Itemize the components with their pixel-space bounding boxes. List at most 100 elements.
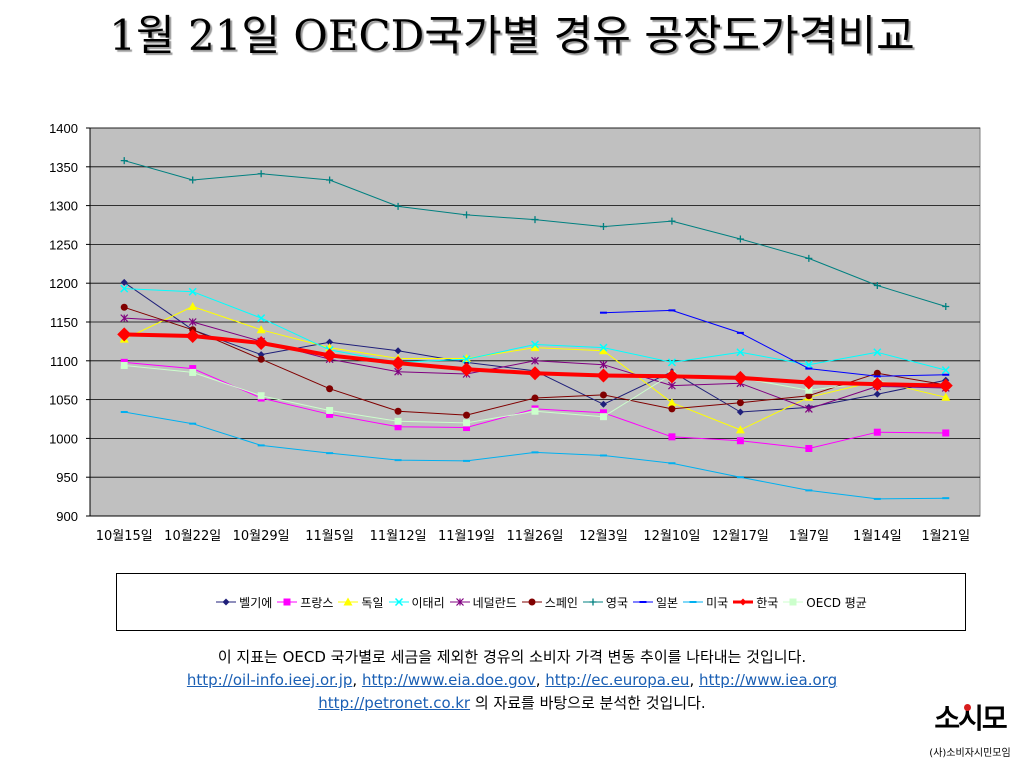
data-point	[459, 362, 474, 377]
data-point	[117, 327, 132, 342]
chart-legend: 벨기에 프랑스 독일 이태리 네덜란드 스페인 영국 일본 미국 한국 OECD 평균	[116, 573, 966, 631]
link-separator: ,	[689, 671, 699, 689]
data-point	[530, 343, 540, 352]
link-separator: ,	[352, 671, 362, 689]
legend-marker	[528, 598, 536, 606]
data-point	[188, 287, 197, 296]
data-point	[463, 211, 471, 219]
legend-swatch	[216, 598, 237, 606]
data-point	[596, 368, 611, 383]
legend-swatch	[521, 598, 542, 606]
data-point	[326, 385, 334, 393]
data-point	[256, 325, 266, 334]
data-point	[120, 278, 128, 286]
y-tick-label: 950	[56, 470, 78, 485]
data-point	[599, 391, 607, 399]
data-point	[120, 303, 128, 311]
data-point	[189, 368, 197, 376]
legend-marker	[283, 598, 291, 606]
legend-marker	[739, 598, 747, 606]
caption-links-line: http://oil-info.ieej.or.jp, http://www.e…	[60, 669, 964, 692]
chart-title: 1월 21일 OECD국가별 경유 공장도가격비교	[109, 11, 915, 60]
data-point	[941, 366, 950, 375]
data-point	[667, 358, 676, 367]
series-line	[603, 309, 946, 377]
legend-swatch	[683, 601, 704, 603]
data-point	[394, 417, 402, 425]
data-point	[462, 353, 472, 362]
legend-swatch	[388, 597, 409, 607]
data-point	[185, 328, 200, 343]
data-point	[391, 356, 406, 371]
series-6	[120, 157, 950, 310]
source-link-ieej[interactable]: http://oil-info.ieej.or.jp	[186, 671, 353, 689]
data-point	[528, 366, 542, 381]
data-point	[531, 407, 539, 415]
legend-item: 프랑스	[276, 594, 333, 611]
legend-label: 네덜란드	[472, 595, 517, 610]
legend-marker	[789, 598, 797, 606]
legend-swatch	[338, 597, 359, 606]
data-point	[189, 365, 197, 373]
data-point	[668, 217, 676, 225]
data-point	[598, 346, 608, 355]
data-point	[257, 314, 266, 323]
data-point	[463, 424, 471, 432]
data-point	[257, 355, 265, 363]
series-8	[120, 411, 950, 500]
data-point	[801, 375, 816, 390]
data-point	[531, 216, 539, 224]
legend-item: 일본	[632, 594, 678, 611]
legend-item: 스페인	[521, 594, 578, 611]
data-point	[664, 369, 679, 384]
data-point	[394, 347, 402, 355]
caption-suffix: 의 자료를 바탕으로 분석한 것입니다.	[470, 694, 706, 712]
y-tick-label: 1250	[49, 237, 78, 252]
source-link-petronet[interactable]: http://petronet.co.kr	[318, 694, 471, 712]
data-point	[326, 176, 334, 184]
data-point	[870, 377, 885, 392]
legend-swatch	[277, 598, 298, 606]
data-point	[120, 284, 129, 293]
data-point	[805, 386, 813, 394]
data-point	[805, 254, 813, 262]
line-chart: 900 950 1000 1050 1100 1150 1200 1250 1300 1350 14…	[49, 121, 981, 544]
legend-item: OECD 평균	[782, 594, 867, 611]
legend-marker	[589, 598, 597, 606]
data-point	[530, 340, 540, 349]
x-tick-label: 11월19일	[438, 529, 495, 544]
y-tick-label: 1000	[49, 431, 78, 446]
x-tick-label: 11월5일	[305, 529, 354, 544]
y-tick-label: 1050	[49, 393, 78, 408]
data-point	[188, 301, 198, 310]
series-7	[599, 309, 950, 378]
legend-items: 벨기에 프랑스 독일 이태리 네덜란드 스페인 영국 일본 미국 한국 OECD 평균	[215, 594, 867, 611]
x-tick-label: 1월21일	[921, 529, 970, 544]
source-link-iea[interactable]: http://www.iea.org	[698, 671, 838, 689]
logo-org-name: (사)소비자시민모임	[929, 748, 1011, 759]
data-point	[668, 433, 676, 441]
data-point	[735, 425, 745, 434]
legend-item: 이태리	[388, 594, 445, 611]
data-point	[941, 392, 951, 401]
caption-line-1: 이 지표는 OECD 국가별로 세금을 제외한 경유의 소비자 가격 변동 추이…	[217, 648, 807, 666]
legend-label: 한국	[756, 595, 779, 610]
data-point	[733, 370, 748, 385]
data-point	[599, 360, 608, 369]
data-point	[942, 302, 950, 310]
x-tick-label: 10월22일	[164, 529, 221, 544]
legend-label: 프랑스	[300, 595, 334, 610]
data-point	[873, 428, 881, 436]
legend-item: 미국	[682, 594, 728, 611]
legend-label: 미국	[706, 595, 729, 610]
caption: 이 지표는 OECD 국가별로 세금을 제외한 경유의 소비자 가격 변동 추이…	[60, 646, 964, 715]
x-tick-label: 1월7일	[789, 529, 829, 544]
y-tick-label: 1200	[49, 276, 78, 291]
data-point	[938, 378, 953, 393]
legend-label: 영국	[605, 595, 629, 610]
logo-mark: 소시모	[934, 702, 1007, 735]
x-tick-label: 11월26일	[506, 529, 563, 544]
source-link-eia[interactable]: http://www.eia.doe.gov	[361, 671, 536, 689]
y-tick-label: 1150	[50, 315, 78, 330]
source-link-ec[interactable]: http://ec.europa.eu	[545, 671, 690, 689]
